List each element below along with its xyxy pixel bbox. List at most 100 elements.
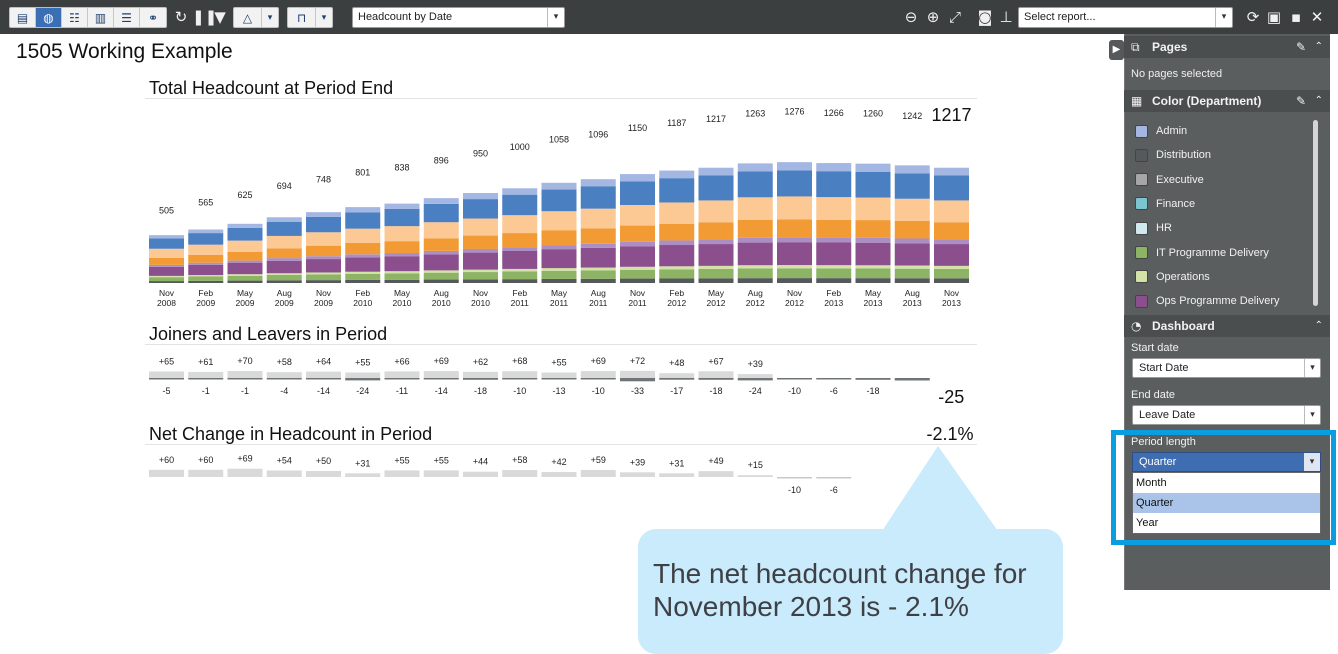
legend-item[interactable]: Admin	[1135, 123, 1187, 139]
hierarchy-icon[interactable]: ☷	[62, 8, 88, 27]
legend-item[interactable]: Ops Programme Delivery	[1135, 293, 1279, 309]
headcount-bar-segment	[737, 242, 773, 266]
end-date-select[interactable]: Leave Date ▾	[1132, 405, 1321, 425]
headcount-value-label: 1217	[706, 114, 726, 124]
camera-icon[interactable]: ◙	[977, 8, 993, 26]
legend-item[interactable]: HR	[1135, 220, 1172, 236]
link-icon[interactable]: ⚭	[147, 10, 159, 25]
table-view-icon[interactable]: ▤	[10, 8, 36, 27]
headcount-bar-segment	[188, 264, 224, 276]
zoom-out-icon[interactable]: ⊖	[904, 8, 918, 26]
headcount-bar-segment	[227, 223, 263, 228]
legend-item[interactable]: Operations	[1135, 269, 1210, 285]
chevron-down-icon: ▾	[1215, 8, 1232, 27]
headcount-bar-segment	[698, 167, 734, 176]
headcount-bar-segment	[737, 278, 773, 283]
legend-label: Operations	[1156, 270, 1210, 283]
pin-icon[interactable]: ⊥	[999, 8, 1013, 26]
chevron-up-icon[interactable]: ⌃	[1314, 320, 1323, 331]
report-view-dropdown[interactable]: Headcount by Date ▾	[352, 7, 565, 28]
x-tick-year: 2012	[667, 298, 686, 308]
x-tick-month: May	[394, 288, 411, 298]
filter-icon[interactable]: ▼	[214, 8, 226, 26]
headcount-bar-segment	[227, 263, 263, 275]
expand-icon[interactable]: ⤢	[948, 8, 961, 26]
leavers-value-label: -25	[938, 387, 964, 407]
net-change-bar	[620, 472, 655, 477]
leavers-bar	[777, 378, 812, 380]
leavers-value-label: -17	[670, 386, 683, 396]
delta-icon[interactable]: △	[234, 8, 262, 27]
pencil-icon[interactable]: ✎	[1295, 94, 1306, 108]
leavers-bar	[345, 378, 381, 381]
chevron-up-icon[interactable]: ⌃	[1314, 95, 1323, 106]
headcount-bar-segment	[541, 270, 577, 279]
net-change-bar	[659, 473, 695, 477]
headcount-bar-segment	[737, 219, 773, 238]
x-tick-month: Aug	[277, 288, 292, 298]
save-icon[interactable]: ▪	[1290, 8, 1302, 26]
headcount-bar-segment	[306, 272, 341, 275]
refresh-icon[interactable]: ↻	[174, 8, 188, 26]
headcount-bar-segment	[266, 280, 302, 283]
headcount-bar-segment	[266, 260, 302, 274]
period-option-month[interactable]: Month	[1136, 477, 1167, 489]
pages-header[interactable]: ⧉ Pages ✎ ⌃	[1124, 36, 1330, 58]
leavers-value-label: -11	[396, 386, 408, 396]
leavers-bar	[541, 378, 577, 380]
visualize-icon[interactable]: ◍	[36, 8, 62, 27]
headcount-bar-segment	[188, 254, 224, 263]
x-tick-month: Aug	[748, 288, 763, 298]
headcount-bar-segment	[541, 211, 577, 231]
headcount-bar-segment	[659, 240, 695, 246]
leavers-bar	[894, 378, 930, 381]
pencil-icon[interactable]: ✎	[1295, 40, 1306, 54]
x-tick-month: May	[865, 288, 882, 298]
period-option-quarter[interactable]: Quarter	[1133, 493, 1320, 513]
legend-item[interactable]: IT Programme Delivery	[1135, 245, 1269, 261]
select-report-dropdown[interactable]: Select report... ▾	[1018, 7, 1233, 28]
panel-collapse-icon[interactable]: ▶	[1109, 40, 1124, 60]
x-tick-month: Nov	[944, 288, 960, 298]
x-tick-month: Feb	[355, 288, 370, 298]
report-view-value: Headcount by Date	[358, 11, 453, 23]
headcount-bar-segment	[894, 243, 930, 266]
zoom-in-icon[interactable]: ⊕	[926, 8, 940, 26]
chevron-up-icon[interactable]: ⌃	[1314, 41, 1323, 52]
net-change-value-label: +39	[630, 457, 645, 467]
chevron-down-icon[interactable]: ▾	[267, 12, 273, 23]
joiners-bar	[227, 371, 263, 378]
x-tick-month: May	[237, 288, 254, 298]
period-option-year[interactable]: Year	[1136, 517, 1159, 529]
close-icon[interactable]: ✕	[1310, 8, 1324, 26]
headcount-bar-segment	[659, 266, 695, 270]
headcount-bar-segment	[345, 243, 381, 255]
legend-scrollbar[interactable]	[1313, 120, 1318, 306]
headcount-bar-segment	[188, 233, 224, 245]
reload-icon[interactable]: ⟳	[1246, 8, 1260, 26]
legend-item[interactable]: Distribution	[1135, 147, 1211, 163]
joiners-bar	[188, 371, 224, 378]
headcount-value-label: 1276	[784, 107, 804, 117]
dashboard-header[interactable]: ◔ Dashboard ⌃	[1124, 315, 1330, 337]
bookmark-icon[interactable]: ⊓	[288, 8, 316, 27]
color-header[interactable]: ▦ Color (Department) ✎ ⌃	[1124, 90, 1330, 112]
net-change-value-label: +69	[237, 454, 252, 464]
period-length-select[interactable]: Quarter ▾	[1132, 452, 1321, 472]
joiners-bar	[345, 372, 381, 378]
start-date-select[interactable]: Start Date ▾	[1132, 358, 1321, 378]
joiners-bar	[266, 372, 302, 378]
headcount-bar-segment	[227, 280, 263, 283]
headcount-bar-segment	[149, 277, 184, 282]
headcount-bar-segment	[698, 175, 734, 201]
headcount-bar-segment	[306, 256, 341, 260]
leavers-value-label: -10	[788, 386, 801, 396]
save-as-icon[interactable]: ▣	[1266, 8, 1282, 26]
legend-item[interactable]: Finance	[1135, 196, 1195, 212]
list-icon[interactable]: ☰	[114, 8, 140, 27]
headcount-value-label: 694	[277, 181, 292, 191]
bar-chart-icon[interactable]: ▥	[88, 8, 114, 27]
chevron-down-icon: ▾	[1304, 453, 1320, 471]
chevron-down-icon[interactable]: ▾	[321, 12, 327, 23]
legend-item[interactable]: Executive	[1135, 172, 1204, 188]
